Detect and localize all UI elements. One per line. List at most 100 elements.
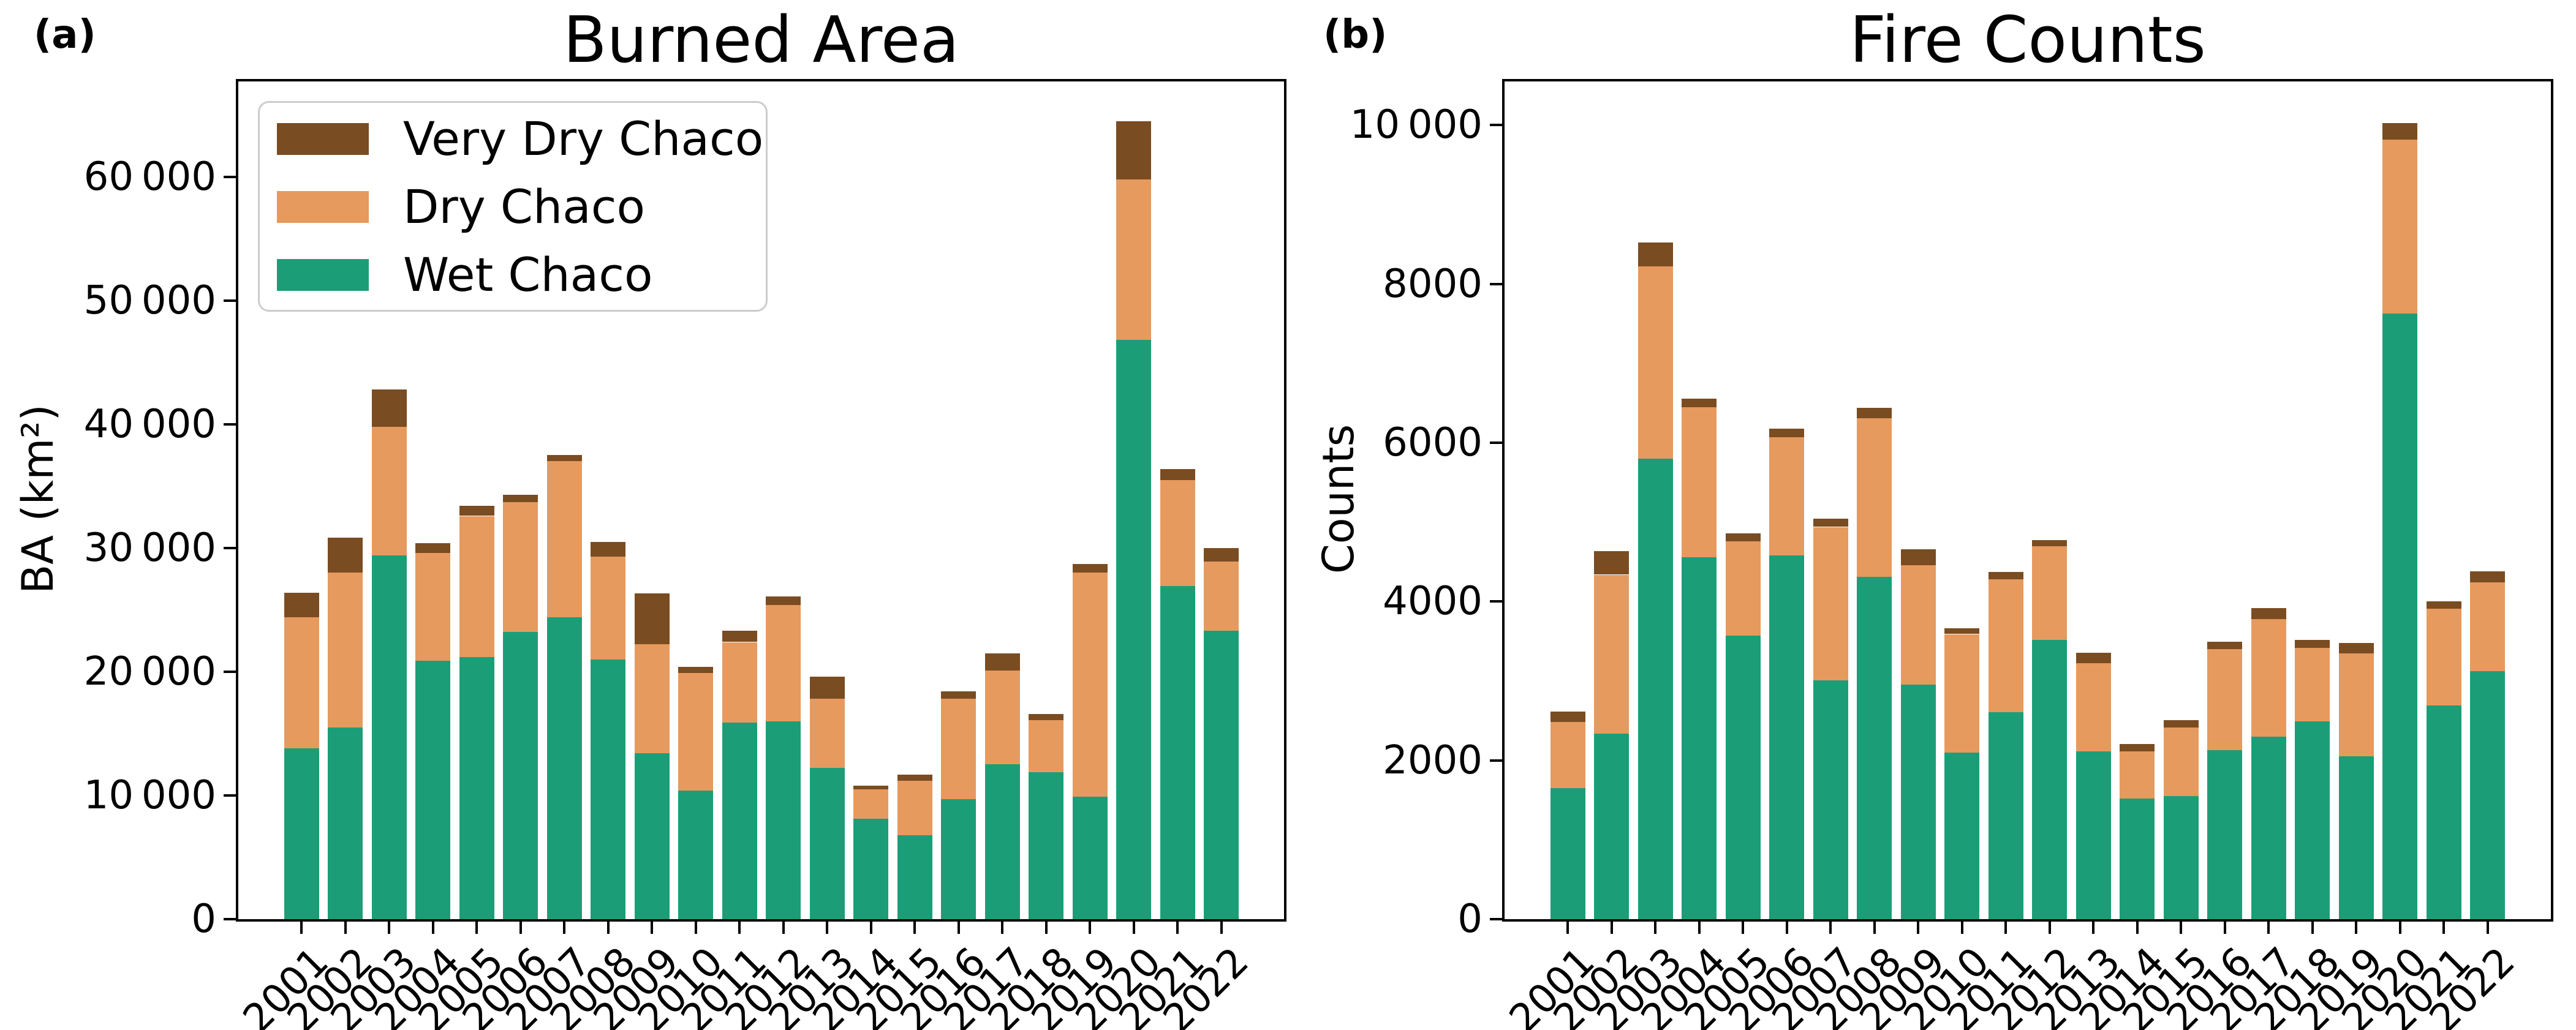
- bar-2010-dry-chaco: [1944, 634, 1979, 753]
- bar-2003-wet-chaco: [372, 555, 407, 919]
- x-tick: [1917, 922, 1919, 934]
- x-tick: [738, 922, 741, 934]
- x-tick: [475, 922, 478, 934]
- y-tick: [224, 671, 236, 673]
- x-tick: [2267, 922, 2270, 934]
- bar-2012-wet-chaco: [2032, 640, 2067, 919]
- bar-2019-wet-chaco: [1073, 797, 1108, 919]
- bar-2020-very-dry-chaco: [2382, 123, 2417, 140]
- bar-2013-wet-chaco: [810, 768, 845, 919]
- x-tick: [695, 922, 697, 934]
- bar-2020-wet-chaco: [1116, 340, 1151, 919]
- x-tick: [2355, 922, 2357, 934]
- bar-2014-wet-chaco: [2120, 799, 2155, 919]
- y-axis-label-fire-counts: Counts: [1313, 424, 1364, 574]
- x-tick: [870, 922, 872, 934]
- legend-swatch-wet-chaco: [277, 259, 369, 291]
- bar-2015-dry-chaco: [897, 781, 932, 835]
- bar-2009-wet-chaco: [1901, 685, 1936, 919]
- bar-2001-dry-chaco: [284, 617, 319, 748]
- bar-2012-very-dry-chaco: [2032, 540, 2067, 546]
- bar-2002-wet-chaco: [1594, 734, 1629, 919]
- y-tick-label: 10 000: [83, 773, 216, 818]
- bar-2013-very-dry-chaco: [810, 677, 845, 699]
- bar-2008-dry-chaco: [591, 557, 625, 660]
- bar-2005-very-dry-chaco: [459, 506, 494, 516]
- panel-label-b: (b): [1323, 12, 1388, 58]
- bar-2016-wet-chaco: [941, 799, 976, 919]
- x-tick: [826, 922, 828, 934]
- chart-title-burned-area: Burned Area: [563, 2, 959, 77]
- bar-2016-very-dry-chaco: [941, 691, 976, 699]
- y-tick-label: 10 000: [1350, 102, 1483, 148]
- x-tick: [2224, 922, 2226, 934]
- bar-2016-very-dry-chaco: [2207, 642, 2242, 649]
- bar-2004-wet-chaco: [415, 661, 450, 919]
- bar-2022-wet-chaco: [2470, 671, 2505, 919]
- bar-2021-wet-chaco: [2427, 705, 2461, 919]
- y-tick: [224, 547, 236, 549]
- y-tick: [1490, 283, 1502, 285]
- bar-2010-very-dry-chaco: [1944, 628, 1979, 634]
- bar-2012-dry-chaco: [2032, 546, 2067, 640]
- legend-label: Dry Chaco: [403, 179, 645, 234]
- bar-2002-dry-chaco: [1594, 575, 1629, 734]
- bar-2019-very-dry-chaco: [2339, 643, 2374, 653]
- y-tick: [1490, 124, 1502, 126]
- legend-swatch-very-dry-chaco: [277, 123, 369, 155]
- bar-2014-wet-chaco: [853, 819, 888, 919]
- bar-2003-very-dry-chaco: [1638, 242, 1673, 266]
- bar-2013-dry-chaco: [810, 699, 845, 768]
- bar-2010-wet-chaco: [1944, 753, 1979, 919]
- bar-2005-dry-chaco: [1726, 541, 1761, 636]
- y-tick-label: 20 000: [83, 649, 216, 694]
- bar-2006-wet-chaco: [503, 632, 538, 919]
- bar-2016-wet-chaco: [2207, 750, 2242, 919]
- x-tick: [2442, 922, 2445, 934]
- y-tick: [224, 176, 236, 178]
- bar-2007-very-dry-chaco: [547, 455, 582, 461]
- bar-2006-dry-chaco: [1769, 437, 1804, 555]
- x-tick: [2049, 922, 2051, 934]
- bar-2013-wet-chaco: [2076, 751, 2111, 919]
- bar-2015-dry-chaco: [2164, 727, 2199, 796]
- x-tick: [782, 922, 785, 934]
- bar-2017-very-dry-chaco: [985, 653, 1020, 671]
- bar-2008-dry-chaco: [1857, 418, 1892, 577]
- x-tick: [2487, 922, 2489, 934]
- bar-2009-very-dry-chaco: [1901, 549, 1936, 565]
- bar-2002-very-dry-chaco: [328, 538, 363, 573]
- bar-2015-wet-chaco: [2164, 796, 2199, 919]
- x-tick: [1786, 922, 1788, 934]
- x-tick: [2180, 922, 2182, 934]
- plot-area-fire-counts: [1502, 79, 2553, 922]
- bar-2022-dry-chaco: [1204, 562, 1239, 631]
- bar-2011-dry-chaco: [722, 642, 757, 723]
- bar-2022-very-dry-chaco: [2470, 571, 2505, 582]
- bar-2019-dry-chaco: [1073, 573, 1108, 797]
- x-tick: [2311, 922, 2314, 934]
- legend: Very Dry Chaco Dry Chaco Wet Chaco: [258, 101, 768, 312]
- bar-2007-dry-chaco: [1813, 527, 1848, 680]
- y-axis-label-burned-area: BA (km²): [13, 404, 63, 594]
- x-tick: [1089, 922, 1091, 934]
- bar-2001-very-dry-chaco: [1551, 712, 1585, 722]
- x-tick: [2092, 922, 2094, 934]
- y-tick-label: 40 000: [83, 402, 216, 447]
- bar-2008-very-dry-chaco: [1857, 408, 1892, 418]
- bar-2003-dry-chaco: [1638, 266, 1673, 459]
- bar-2014-dry-chaco: [853, 789, 888, 819]
- y-tick: [224, 423, 236, 426]
- bar-2009-wet-chaco: [635, 753, 670, 919]
- y-tick-label: 8000: [1383, 261, 1483, 307]
- chart-title-fire-counts: Fire Counts: [1849, 2, 2206, 77]
- bar-2022-dry-chaco: [2470, 582, 2505, 671]
- bar-2011-very-dry-chaco: [722, 631, 757, 642]
- bar-2011-dry-chaco: [1989, 579, 2023, 712]
- bar-2008-very-dry-chaco: [591, 542, 625, 557]
- bar-2013-very-dry-chaco: [2076, 653, 2111, 663]
- legend-label: Wet Chaco: [403, 247, 653, 302]
- bar-2007-wet-chaco: [547, 617, 582, 919]
- bar-2010-wet-chaco: [678, 791, 713, 919]
